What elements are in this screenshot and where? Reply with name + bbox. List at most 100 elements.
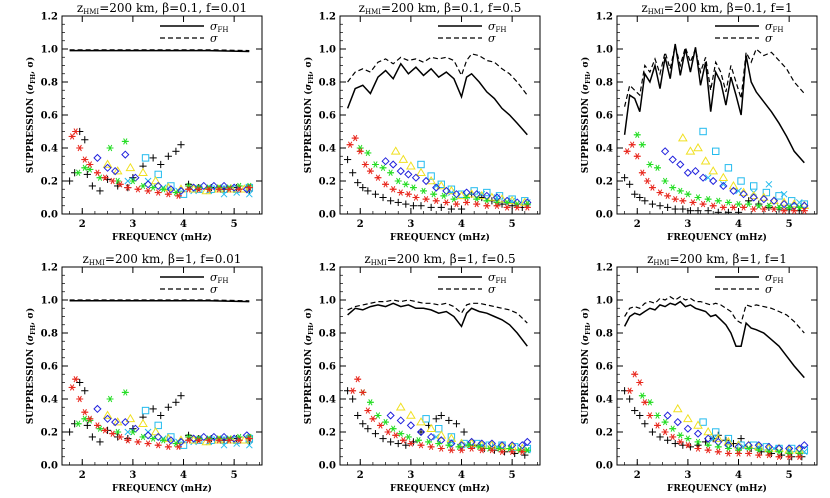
y-tick-label: 1.2 xyxy=(596,263,613,274)
data-point-star-red xyxy=(417,442,425,449)
data-point-star-red xyxy=(116,433,124,441)
data-point-star-red xyxy=(116,181,124,188)
data-point-square xyxy=(712,428,720,436)
series-line-sigma-fh xyxy=(623,43,805,164)
data-point-star-red xyxy=(523,204,531,211)
legend-label-sigma: σ xyxy=(210,32,218,45)
data-point-star-green xyxy=(765,202,773,209)
data-point-plus xyxy=(88,433,96,441)
data-point-star-red xyxy=(694,445,702,452)
data-point-diamond xyxy=(719,181,728,191)
data-point-triangle xyxy=(239,184,250,193)
data-point-plus xyxy=(417,428,425,436)
data-point-diamond xyxy=(472,190,481,199)
x-tick-label: 5 xyxy=(231,470,238,481)
data-point-star-red xyxy=(661,428,669,436)
data-point-star-red xyxy=(72,128,80,135)
data-point-cross xyxy=(765,180,773,188)
data-point-diamond xyxy=(668,155,677,164)
x-tick-label: 4 xyxy=(458,219,465,230)
data-point-diamond xyxy=(660,147,670,156)
legend-label-sigma: σ xyxy=(488,283,496,296)
data-point-star-red xyxy=(404,191,412,198)
data-point-diamond xyxy=(386,411,395,420)
plot-area xyxy=(65,49,254,200)
data-point-diamond xyxy=(513,198,522,207)
data-point-star-red xyxy=(730,204,737,211)
x-tick-label: 5 xyxy=(786,219,793,230)
data-point-diamond xyxy=(452,190,461,199)
data-point-star-green xyxy=(139,433,147,441)
data-point-triangle xyxy=(672,403,683,413)
data-point-star-green xyxy=(159,186,167,193)
data-point-triangle xyxy=(102,159,113,168)
data-point-plus xyxy=(626,180,634,188)
chart-panel-2: zHMI=200 km, β=0.1, f=0.5 0.0 0.2 0.4 0.6 0.8… xyxy=(303,1,541,243)
data-point-plus xyxy=(349,395,357,403)
data-point-plus xyxy=(394,198,402,207)
data-point-plus xyxy=(432,415,440,423)
data-point-star-red xyxy=(356,148,364,155)
data-point-star-red xyxy=(478,446,486,454)
data-point-diamond xyxy=(396,416,405,425)
data-point-star-green xyxy=(121,389,129,396)
y-tick-label: 0.6 xyxy=(319,362,336,373)
data-point-triangle xyxy=(693,420,703,429)
data-point-diamond xyxy=(199,432,208,442)
data-point-star-green xyxy=(785,204,793,211)
data-point-star-red xyxy=(498,448,506,455)
data-point-plus xyxy=(631,190,639,198)
y-tick-label: 1.0 xyxy=(319,45,336,56)
panel-title: zHMI=200 km, β=0.1, f=1 xyxy=(641,1,792,16)
data-point-star-red xyxy=(714,448,722,455)
data-point-star-green xyxy=(379,164,387,171)
data-point-star-red xyxy=(164,191,172,198)
data-point-plus xyxy=(636,411,644,420)
data-point-star-red xyxy=(623,148,631,155)
data-point-star-red xyxy=(518,448,526,455)
y-tick-label: 0.8 xyxy=(596,329,613,340)
legend-label-sigma-fh: σFH xyxy=(765,271,783,285)
data-point-triangle xyxy=(112,166,123,175)
data-point-plus xyxy=(96,438,104,446)
data-point-star-red xyxy=(503,204,511,211)
legend-label-sigma: σ xyxy=(765,32,773,45)
y-tick-label: 0.0 xyxy=(319,461,336,472)
y-tick-label: 0.6 xyxy=(41,111,58,122)
data-point-plus xyxy=(81,387,89,395)
data-point-triangle xyxy=(112,417,123,426)
data-point-star-green xyxy=(516,446,524,454)
data-point-star-green xyxy=(372,161,379,168)
data-point-star-green xyxy=(450,195,458,203)
y-tick-label: 1.0 xyxy=(596,296,613,307)
data-point-star-green xyxy=(356,144,364,152)
data-point-plus xyxy=(656,202,664,210)
y-tick-label: 0.0 xyxy=(319,210,336,221)
data-point-diamond xyxy=(457,441,466,450)
data-point-plus xyxy=(704,207,712,214)
data-point-star-green xyxy=(106,144,114,152)
data-point-plus xyxy=(734,208,743,214)
data-point-plus xyxy=(656,433,664,441)
data-point-star-green xyxy=(523,446,531,454)
data-point-star-red xyxy=(144,440,152,447)
y-tick-label: 0.2 xyxy=(596,428,613,439)
data-point-star-red xyxy=(185,437,192,444)
data-point-triangle xyxy=(436,430,447,439)
data-point-star-red xyxy=(442,199,450,206)
data-point-star-green xyxy=(129,177,137,185)
data-point-plus xyxy=(737,435,745,443)
plot-area xyxy=(343,299,532,459)
data-point-star-red xyxy=(432,197,440,204)
data-point-square xyxy=(737,177,745,185)
data-point-star-green xyxy=(389,425,397,432)
y-tick-label: 0.2 xyxy=(41,428,58,439)
series-line-sigma-fh xyxy=(346,62,528,136)
y-tick-label: 0.8 xyxy=(41,329,58,340)
data-point-diamond xyxy=(230,434,239,443)
x-axis-label: FREQUENCY (mHz) xyxy=(667,232,767,243)
data-point-star-red xyxy=(513,204,521,211)
data-point-star-red xyxy=(101,427,109,434)
data-point-triangle xyxy=(703,427,714,436)
x-tick-label: 2 xyxy=(634,470,641,481)
